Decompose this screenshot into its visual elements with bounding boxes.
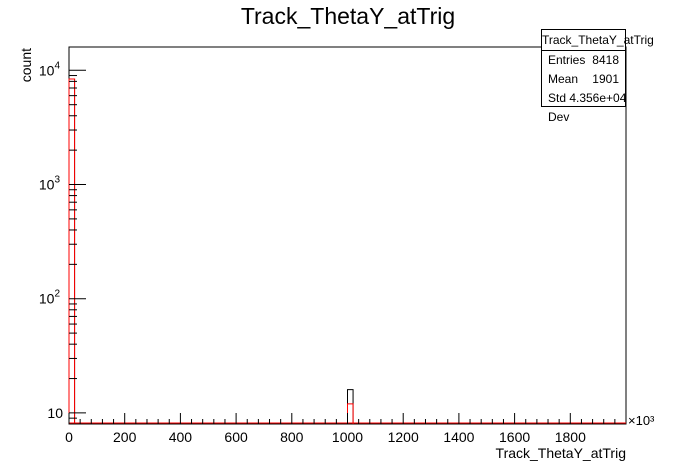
- stats-row-stddev: Std Dev 4.356e+04: [542, 89, 627, 124]
- stats-label: Std Dev: [548, 91, 570, 124]
- chart-title: Track_ThetaY_atTrig: [241, 3, 455, 29]
- x-axis: 0 200 400 600 800 1000 1200 1400 1600 1800: [65, 413, 616, 445]
- histogram-bars: [68, 78, 626, 424]
- stats-label: Entries: [548, 53, 586, 67]
- histogram-bin: [347, 389, 354, 424]
- y-axis: 10 102 103 104: [39, 60, 86, 425]
- x-tick-label: 0: [65, 429, 73, 445]
- x-tick-label: 1000: [332, 429, 363, 445]
- x-tick-label: 1800: [555, 429, 586, 445]
- y-axis-label: count: [18, 48, 34, 82]
- y-tick-label: 103: [39, 175, 61, 193]
- y-tick-label: 104: [39, 60, 61, 78]
- stats-label: Mean: [548, 72, 579, 86]
- x-axis-multiplier: ×10³: [628, 413, 655, 428]
- x-tick-label: 200: [113, 429, 137, 445]
- stats-box: Track_ThetaY_atTrig Entries 8418 Mean 19…: [541, 29, 654, 124]
- x-tick-label: 800: [280, 429, 304, 445]
- stats-value: 4.356e+04: [569, 91, 627, 105]
- x-tick-label: 1400: [443, 429, 474, 445]
- stats-value: 8418: [592, 53, 619, 67]
- histogram-bin: [347, 403, 354, 424]
- x-tick-label: 1200: [388, 429, 419, 445]
- histogram-bin: [68, 78, 76, 424]
- x-tick-label: 400: [169, 429, 193, 445]
- stats-row-mean: Mean 1901: [542, 70, 625, 89]
- stats-row-entries: Entries 8418: [542, 51, 625, 70]
- histogram-bin: [68, 78, 76, 424]
- x-tick-label: 600: [224, 429, 248, 445]
- y-tick-label: 102: [39, 289, 61, 307]
- stats-value: 1901: [592, 72, 619, 86]
- y-tick-label: 10: [47, 405, 63, 421]
- x-axis-label: Track_ThetaY_atTrig: [496, 445, 626, 461]
- x-tick-label: 1600: [499, 429, 530, 445]
- stats-title: Track_ThetaY_atTrig: [542, 30, 654, 51]
